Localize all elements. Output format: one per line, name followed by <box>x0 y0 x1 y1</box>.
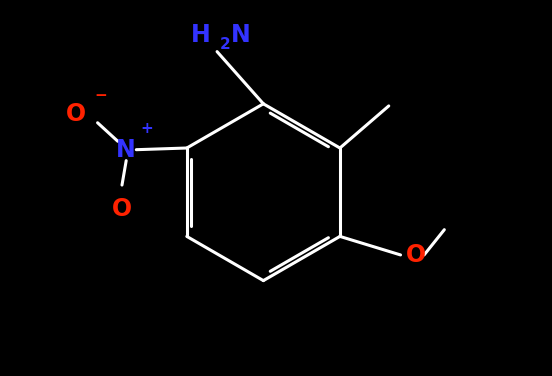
Text: O: O <box>66 102 86 126</box>
Text: O: O <box>406 243 426 267</box>
Text: N: N <box>231 23 250 47</box>
Text: O: O <box>112 197 132 221</box>
Text: H: H <box>190 23 210 47</box>
Text: N: N <box>116 138 136 162</box>
Text: −: − <box>94 88 107 103</box>
Text: 2: 2 <box>220 36 230 52</box>
Text: +: + <box>141 121 153 136</box>
